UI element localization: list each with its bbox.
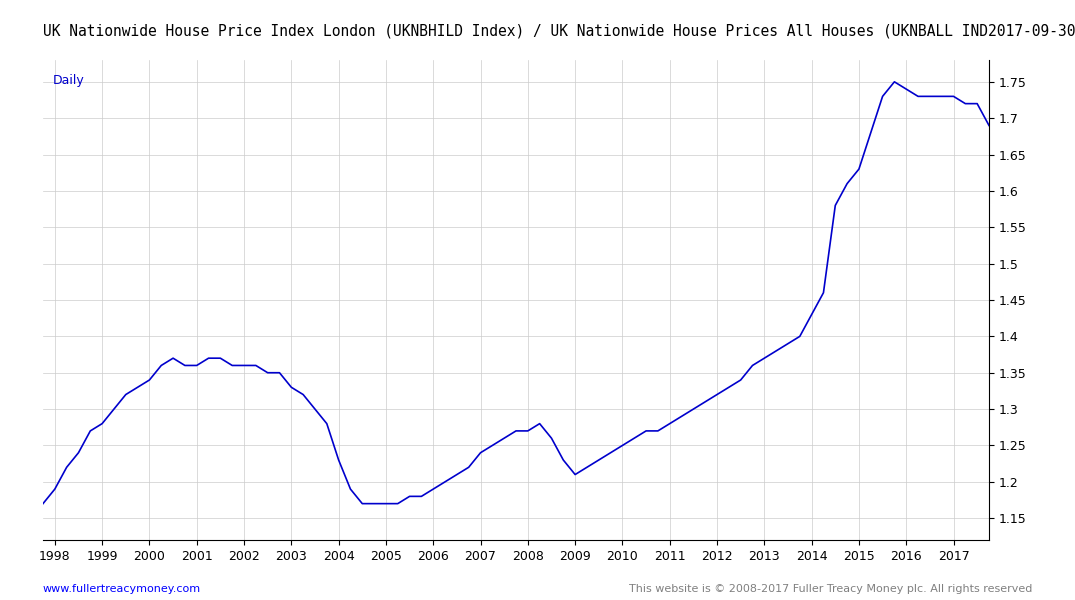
Text: www.fullertreacymoney.com: www.fullertreacymoney.com <box>43 584 201 594</box>
Text: UK Nationwide House Price Index London (UKNBHILD Index) / UK Nationwide House Pr: UK Nationwide House Price Index London (… <box>43 24 1075 39</box>
Text: Daily: Daily <box>53 74 84 88</box>
Text: This website is © 2008-2017 Fuller Treacy Money plc. All rights reserved: This website is © 2008-2017 Fuller Treac… <box>629 584 1032 594</box>
